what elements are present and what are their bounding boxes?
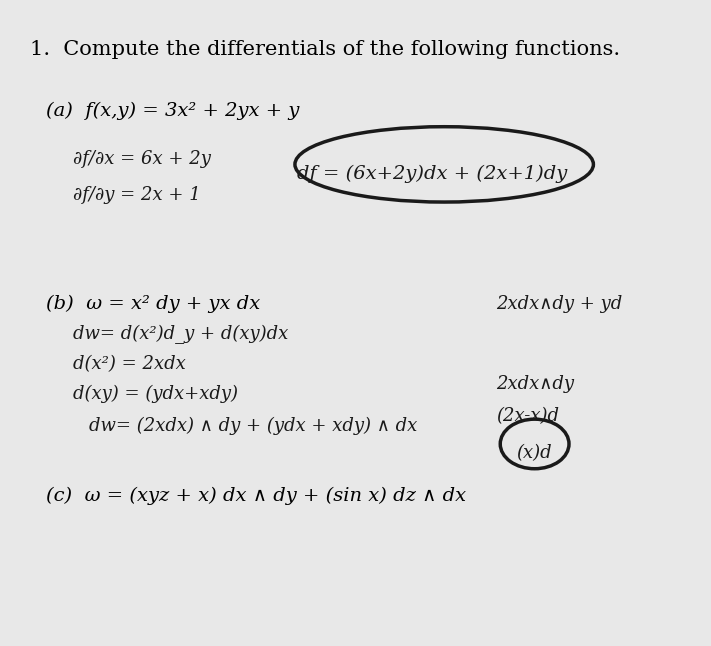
Text: (b)  ω = x² dy + yx dx: (b) ω = x² dy + yx dx bbox=[46, 295, 260, 313]
Text: dw= d(x²)d_y + d(xy)dx: dw= d(x²)d_y + d(xy)dx bbox=[73, 325, 289, 344]
Text: d(xy) = (ydx+xdy): d(xy) = (ydx+xdy) bbox=[73, 384, 238, 402]
Text: (2x-x)d: (2x-x)d bbox=[496, 407, 559, 425]
Text: (a)  f(x,y) = 3x² + 2yx + y: (a) f(x,y) = 3x² + 2yx + y bbox=[46, 102, 299, 120]
Text: ∂f/∂x = 6x + 2y: ∂f/∂x = 6x + 2y bbox=[73, 149, 211, 167]
Text: ∂f/∂y = 2x + 1: ∂f/∂y = 2x + 1 bbox=[73, 186, 201, 204]
Text: d(x²) = 2xdx: d(x²) = 2xdx bbox=[73, 355, 186, 373]
Text: (c)  ω = (xyz + x) dx ∧ dy + (sin x) dz ∧ dx: (c) ω = (xyz + x) dx ∧ dy + (sin x) dz ∧… bbox=[46, 486, 466, 505]
Text: df = (6x+2y)dx + (2x+1)dy: df = (6x+2y)dx + (2x+1)dy bbox=[296, 164, 567, 183]
Text: 1.  Compute the differentials of the following functions.: 1. Compute the differentials of the foll… bbox=[30, 41, 620, 59]
Text: dw= (2xdx) ∧ dy + (ydx + xdy) ∧ dx: dw= (2xdx) ∧ dy + (ydx + xdy) ∧ dx bbox=[89, 417, 417, 435]
Text: 2xdx∧dy + yd: 2xdx∧dy + yd bbox=[496, 295, 622, 313]
Text: 2xdx∧dy: 2xdx∧dy bbox=[496, 375, 574, 393]
Text: (x)d: (x)d bbox=[516, 444, 552, 462]
